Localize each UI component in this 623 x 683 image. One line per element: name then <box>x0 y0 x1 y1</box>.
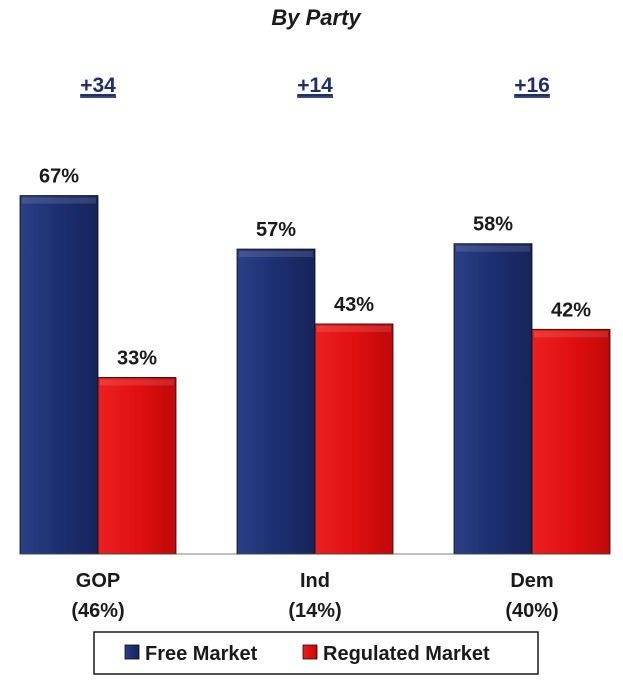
legend-label-free-market: Free Market <box>145 643 258 665</box>
bars-layer <box>19 195 611 555</box>
category-share-gop: (46%) <box>71 600 124 622</box>
bar-free-market-gop <box>19 195 99 555</box>
difference-label-ind: +14 <box>297 74 333 97</box>
bar-free-market-ind <box>236 248 316 555</box>
bar-highlight <box>534 331 608 338</box>
category-share-ind: (14%) <box>288 600 341 622</box>
bar-highlight <box>22 197 96 204</box>
bar-regulated-market-ind <box>314 323 394 555</box>
category-label-gop: GOP <box>76 570 120 592</box>
category-label-ind: Ind <box>300 570 330 592</box>
bar-highlight <box>456 245 530 252</box>
bar-regulated-market-gop <box>97 377 177 555</box>
bar-highlight <box>100 379 174 386</box>
category-label-dem: Dem <box>510 570 553 592</box>
legend-swatch-free-market <box>124 644 140 660</box>
legend-label-regulated-market: Regulated Market <box>323 643 490 665</box>
value-label-free-market-dem: 58% <box>473 214 513 236</box>
value-label-regulated-market-dem: 42% <box>551 299 591 321</box>
difference-label-dem: +16 <box>514 74 550 97</box>
value-label-free-market-ind: 57% <box>256 219 296 241</box>
bar-regulated-market-dem <box>531 328 611 555</box>
legend-swatch-regulated-market <box>302 644 318 660</box>
value-label-regulated-market-gop: 33% <box>117 347 157 369</box>
value-label-free-market-gop: 67% <box>39 166 79 188</box>
bar-free-market-dem <box>453 243 533 555</box>
bar-highlight <box>239 251 313 258</box>
chart-title: By Party <box>271 5 362 30</box>
legend: Free Market Regulated Market <box>93 631 539 675</box>
value-label-regulated-market-ind: 43% <box>334 294 374 316</box>
difference-label-gop: +34 <box>80 74 116 97</box>
labels-layer: 67% 33% +34 GOP (46%) 57% 43% +14 Ind (14%) 58% 42%… <box>39 74 591 622</box>
category-share-dem: (40%) <box>505 600 558 622</box>
bar-highlight <box>317 325 391 332</box>
